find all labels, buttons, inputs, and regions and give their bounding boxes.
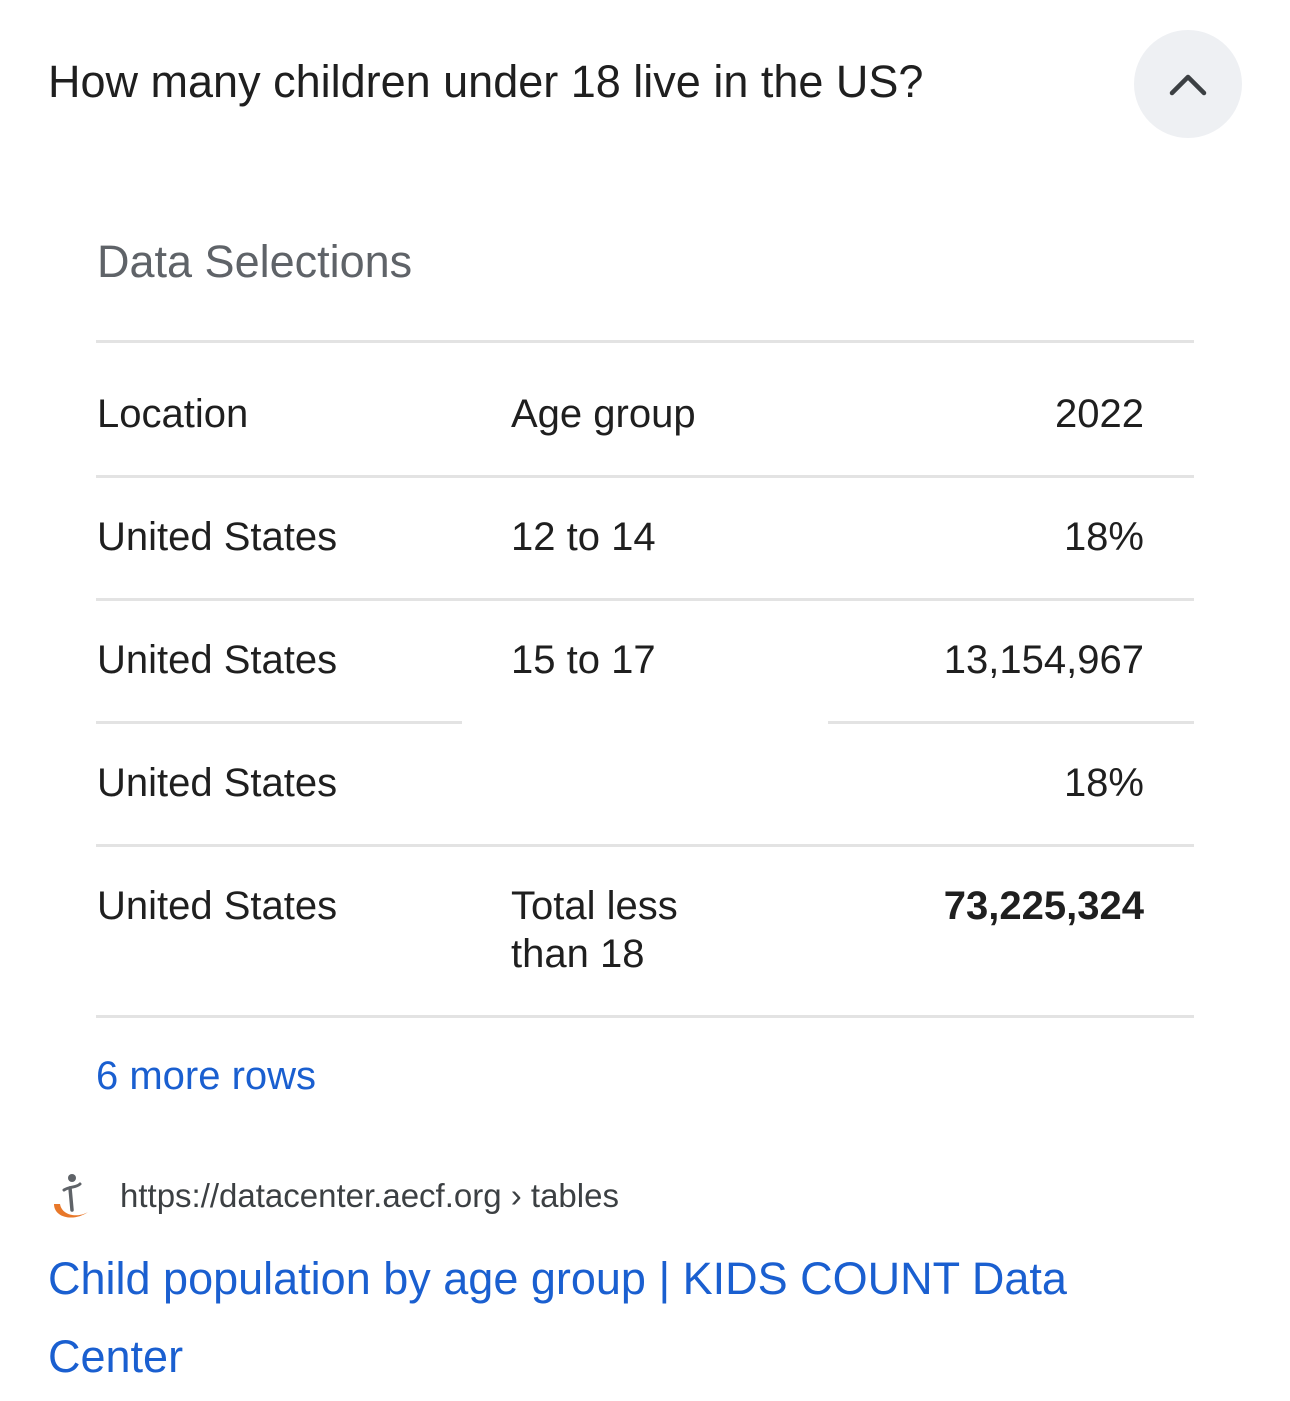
- section-title: Data Selections: [97, 236, 413, 287]
- header-location: Location: [97, 392, 249, 436]
- cell-age-group: 15 to 17: [511, 638, 656, 682]
- table-divider: [96, 844, 1194, 847]
- table-divider: [828, 721, 1194, 724]
- question-title: How many children under 18 live in the U…: [48, 56, 924, 107]
- table-divider: [96, 340, 1194, 343]
- chevron-up-icon: [1168, 71, 1208, 97]
- cell-location: United States: [97, 884, 338, 928]
- header-year: 2022: [1055, 392, 1144, 436]
- aecf-logo-icon: [50, 1170, 94, 1222]
- cell-age-group: 12 to 14: [511, 515, 656, 559]
- cell-location: United States: [97, 638, 338, 682]
- table-divider: [96, 721, 462, 724]
- source-url[interactable]: https://datacenter.aecf.org › tables: [120, 1177, 619, 1214]
- cell-value-total: 73,225,324: [943, 884, 1144, 928]
- cell-value: 18%: [1063, 761, 1144, 805]
- cell-value: 18%: [1063, 515, 1144, 559]
- table-divider: [96, 598, 1194, 601]
- result-title-link[interactable]: Child population by age group | KIDS COU…: [48, 1253, 1067, 1382]
- cell-location: United States: [97, 761, 338, 805]
- cell-value: 13,154,967: [943, 638, 1144, 682]
- table-divider: [96, 1015, 1194, 1018]
- cell-location: United States: [97, 515, 338, 559]
- more-rows-link[interactable]: 6 more rows: [96, 1054, 317, 1098]
- table-divider: [96, 475, 1194, 478]
- cell-age-group: Total less than 18: [511, 884, 678, 976]
- collapse-button[interactable]: [1134, 30, 1242, 138]
- header-age-group: Age group: [511, 392, 696, 436]
